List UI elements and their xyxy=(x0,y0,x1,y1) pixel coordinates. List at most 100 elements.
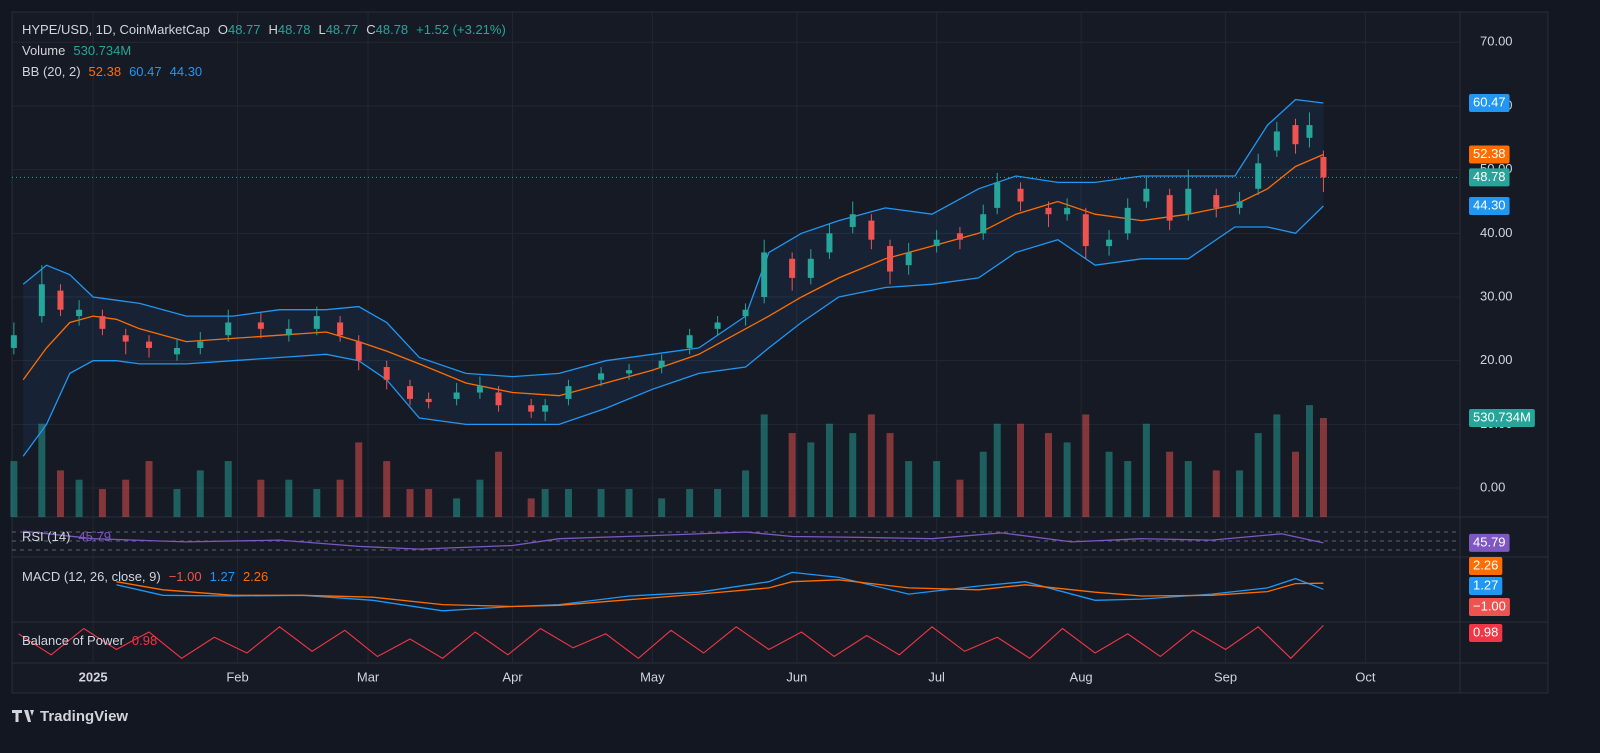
macd-hist-value: −1.00 xyxy=(169,569,202,584)
volume-bar xyxy=(867,414,875,517)
price-badge: 60.47 xyxy=(1469,93,1510,112)
candle-body xyxy=(658,360,665,368)
candle-body xyxy=(1213,195,1220,208)
volume-bar xyxy=(714,489,722,517)
macd-name: MACD (12, 26, close, 9) xyxy=(22,569,161,584)
volume-bar xyxy=(1184,461,1192,517)
candle-body xyxy=(383,367,390,380)
rsi-name: RSI (14) xyxy=(22,529,70,544)
y-tick-label: 30.00 xyxy=(1480,288,1513,303)
bb-middle xyxy=(22,153,1324,397)
candle-body xyxy=(826,233,833,253)
signal-line xyxy=(116,579,1324,608)
candle-body xyxy=(789,258,796,278)
volume-bar xyxy=(122,479,130,517)
bb-lower xyxy=(22,205,1324,457)
candle-body xyxy=(425,398,432,403)
volume-bar xyxy=(1142,423,1150,517)
badge-label: 1.27 xyxy=(1473,577,1498,592)
volume-bar xyxy=(285,479,293,517)
volume-bar xyxy=(686,489,694,517)
badge-label: 48.78 xyxy=(1473,169,1506,184)
volume-bar xyxy=(597,489,605,517)
volume-bar xyxy=(825,423,833,517)
volume-bar xyxy=(527,498,535,517)
volume-bar xyxy=(905,461,913,517)
candle-body xyxy=(542,405,549,412)
volume-bar xyxy=(658,498,666,517)
bop-legend: Balance of Power 0.98 xyxy=(22,633,157,648)
volume-bar xyxy=(10,461,18,517)
candle-body xyxy=(122,335,129,342)
brand-logo xyxy=(12,710,34,722)
volume-name: Volume xyxy=(22,43,65,58)
brand-name: TradingView xyxy=(40,708,128,725)
candle-body xyxy=(173,347,180,355)
candle-body xyxy=(285,328,292,336)
x-tick-label: 2025 xyxy=(79,669,108,684)
header-line: HYPE/USD, 1D, CoinMarketCap O48.77 H48.78 L… xyxy=(22,22,506,37)
badge-label: 60.47 xyxy=(1473,94,1506,109)
symbol: HYPE/USD, 1D, CoinMarketCap xyxy=(22,22,210,37)
volume-bar xyxy=(336,479,344,517)
candle-body xyxy=(956,233,963,240)
candle-body xyxy=(1255,163,1262,189)
candle-body xyxy=(225,322,232,336)
volume-bar xyxy=(224,461,232,517)
c-value: 48.78 xyxy=(376,22,409,37)
volume-bar xyxy=(453,498,461,517)
x-tick-label: Jun xyxy=(786,669,807,684)
candle-body xyxy=(99,316,106,329)
volume-bar xyxy=(355,442,363,517)
volume-bar xyxy=(1017,423,1025,517)
candle-body xyxy=(313,316,320,329)
candle-body xyxy=(1166,195,1173,221)
price-badge: 2.26 xyxy=(1469,557,1503,575)
volume-bar xyxy=(760,414,768,517)
candle-body xyxy=(197,341,204,348)
candle-body xyxy=(1273,131,1280,151)
candle-body xyxy=(1185,188,1192,215)
candle-body xyxy=(761,252,768,298)
volume-bar xyxy=(1254,433,1262,517)
volume-bar xyxy=(807,442,815,517)
plot xyxy=(10,98,1460,660)
candle-body xyxy=(868,220,875,240)
x-tick-label: Jul xyxy=(928,669,945,684)
rsi-legend: RSI (14) 45.79 xyxy=(22,529,111,544)
o-value: 48.77 xyxy=(228,22,261,37)
bop-value: 0.98 xyxy=(132,633,157,648)
badge-bg xyxy=(1469,196,1510,215)
bb-lower-value: 44.30 xyxy=(170,64,203,79)
volume-legend: Volume 530.734M xyxy=(22,43,131,58)
x-tick-label: Oct xyxy=(1355,669,1376,684)
candle-body xyxy=(355,341,362,361)
price-badge: 530.734M xyxy=(1469,409,1535,428)
price-badge: 44.30 xyxy=(1469,196,1510,215)
candle-body xyxy=(528,405,535,412)
candle-body xyxy=(1106,239,1113,247)
candle-body xyxy=(146,341,153,348)
x-tick-label: May xyxy=(640,669,665,684)
y-tick-label: 40.00 xyxy=(1480,225,1513,240)
badge-label: 0.98 xyxy=(1473,624,1498,639)
volume-bar xyxy=(1044,433,1052,517)
volume-bar xyxy=(1105,451,1113,517)
badge-label: −1.00 xyxy=(1473,598,1506,613)
volume-bar xyxy=(742,470,750,517)
volume-bar xyxy=(1212,470,1220,517)
candle-body xyxy=(887,246,894,272)
volume-bar xyxy=(406,489,414,517)
badge-bg xyxy=(1469,598,1510,616)
volume-bar xyxy=(886,433,894,517)
candle-body xyxy=(1045,207,1052,215)
macd-value: 1.27 xyxy=(210,569,235,584)
rsi-line xyxy=(23,530,1324,550)
price-badge: 0.98 xyxy=(1469,624,1503,642)
candle-body xyxy=(1017,188,1024,202)
price-badge: 1.27 xyxy=(1469,577,1503,595)
candle-body xyxy=(453,392,460,399)
badge-label: 45.79 xyxy=(1473,534,1506,549)
x-tick-label: Sep xyxy=(1214,669,1237,684)
